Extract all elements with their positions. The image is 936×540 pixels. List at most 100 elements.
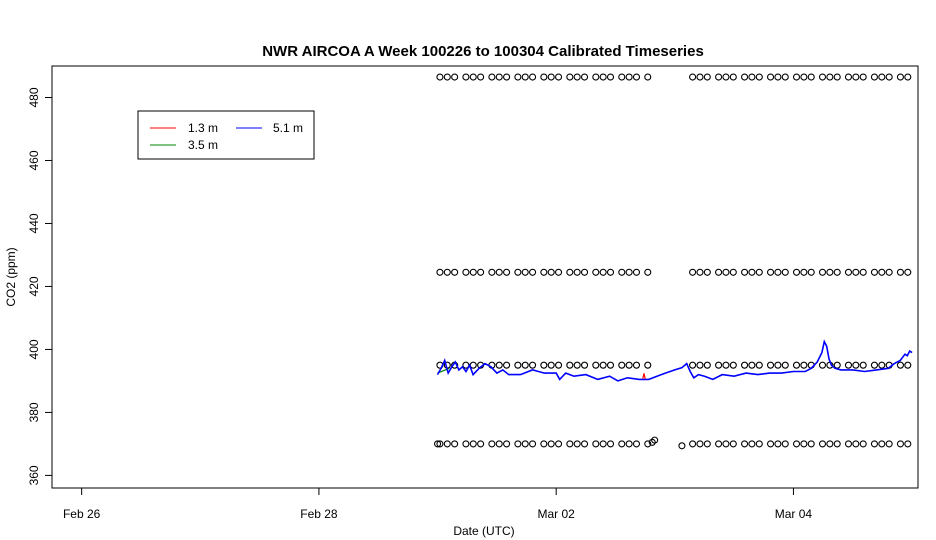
calibration-point	[904, 440, 912, 448]
calibration-point	[826, 440, 834, 448]
calibration-point	[792, 268, 801, 276]
calibration-point	[755, 361, 763, 369]
series-line-1-3-m	[642, 373, 646, 380]
calibration-point	[529, 73, 537, 81]
calibration-point	[755, 73, 763, 81]
calibration-point	[722, 73, 730, 81]
calibration-point	[766, 361, 775, 369]
calibration-point	[715, 440, 723, 448]
calibration-point	[599, 361, 607, 369]
calibration-point	[689, 440, 697, 448]
calibration-point	[599, 268, 607, 276]
calibration-point	[540, 440, 548, 448]
calibration-point	[722, 361, 730, 369]
calibration-point	[651, 436, 659, 444]
calibration-point	[443, 73, 451, 81]
calibration-point	[826, 268, 834, 276]
calibration-point	[477, 73, 485, 81]
calibration-point	[904, 73, 912, 81]
calibration-point	[818, 268, 827, 276]
calibration-point	[625, 268, 633, 276]
calibration-point	[741, 268, 749, 276]
calibration-point	[748, 361, 756, 369]
calibration-point	[896, 73, 904, 81]
y-axis: 360 380 400 420 440 460 480	[27, 87, 53, 485]
calibration-point	[644, 268, 652, 276]
calibration-point	[462, 268, 470, 276]
calibration-point	[703, 268, 711, 276]
calibration-point	[521, 440, 529, 448]
calibration-point	[729, 268, 737, 276]
calibration-point	[580, 361, 589, 369]
calibration-point	[433, 440, 442, 448]
calibration-point	[689, 73, 697, 81]
calibration-point	[547, 440, 555, 448]
calibration-point	[540, 268, 548, 276]
calibration-point	[878, 73, 886, 81]
calibration-point	[462, 73, 470, 81]
calibration-point	[774, 361, 782, 369]
calibration-point	[555, 361, 563, 369]
series-line-5-1-m	[436, 339, 913, 382]
calibration-point	[521, 361, 529, 369]
calibration-point	[800, 361, 808, 369]
calibration-point	[741, 361, 749, 369]
calibration-point	[495, 73, 503, 81]
calibration-point	[715, 361, 723, 369]
calibration-point	[878, 361, 886, 369]
calibration-point	[521, 268, 529, 276]
calibration-point	[462, 440, 470, 448]
calibration-point	[852, 361, 860, 369]
calibration-point	[833, 440, 841, 448]
calibration-point	[792, 361, 801, 369]
calibration-point	[729, 361, 737, 369]
x-tick-label: Feb 26	[63, 507, 101, 521]
y-axis-label: CO2 (ppm)	[4, 247, 18, 306]
calibration-point	[833, 73, 841, 81]
calibration-point	[859, 268, 867, 276]
calibration-point	[870, 73, 879, 81]
calibration-point	[833, 268, 841, 276]
calibration-point	[807, 73, 815, 81]
calibration-point	[792, 440, 801, 448]
calibration-point	[540, 73, 548, 81]
x-axis: Feb 26 Feb 28 Mar 02 Mar 04	[63, 487, 812, 521]
calibration-point	[852, 440, 860, 448]
calibration-point	[689, 268, 697, 276]
calibration-point	[696, 268, 704, 276]
calibration-point	[566, 268, 574, 276]
calibration-point	[896, 361, 904, 369]
calibration-point	[573, 440, 581, 448]
x-tick-label: Feb 28	[300, 507, 338, 521]
calibration-point	[443, 268, 451, 276]
calibration-point	[844, 361, 853, 369]
calibration-point	[878, 268, 886, 276]
calibration-point	[606, 440, 615, 448]
calibration-point	[488, 440, 496, 448]
calibration-point	[503, 361, 511, 369]
calibration-point	[844, 73, 853, 81]
calibration-point	[781, 361, 789, 369]
calibration-point	[703, 440, 711, 448]
calibration-point	[566, 361, 574, 369]
calibration-point	[644, 361, 652, 369]
calibration-point	[748, 268, 756, 276]
calibration-point	[592, 268, 600, 276]
calibration-point	[896, 440, 904, 448]
calibration-point	[514, 268, 522, 276]
calibration-point	[715, 73, 723, 81]
calibration-point	[503, 73, 511, 81]
calibration-point	[606, 268, 615, 276]
legend-label-3-5m: 3.5 m	[188, 138, 218, 152]
calibration-point	[618, 268, 626, 276]
calibration-point	[599, 73, 607, 81]
y-tick-label: 400	[27, 339, 41, 359]
calibration-point	[689, 361, 697, 369]
calibration-point	[618, 440, 626, 448]
legend-label-5-1m: 5.1 m	[273, 121, 303, 135]
calibration-point	[722, 440, 730, 448]
calibration-point	[885, 73, 893, 81]
calibration-point	[741, 73, 749, 81]
calibration-point	[580, 440, 589, 448]
